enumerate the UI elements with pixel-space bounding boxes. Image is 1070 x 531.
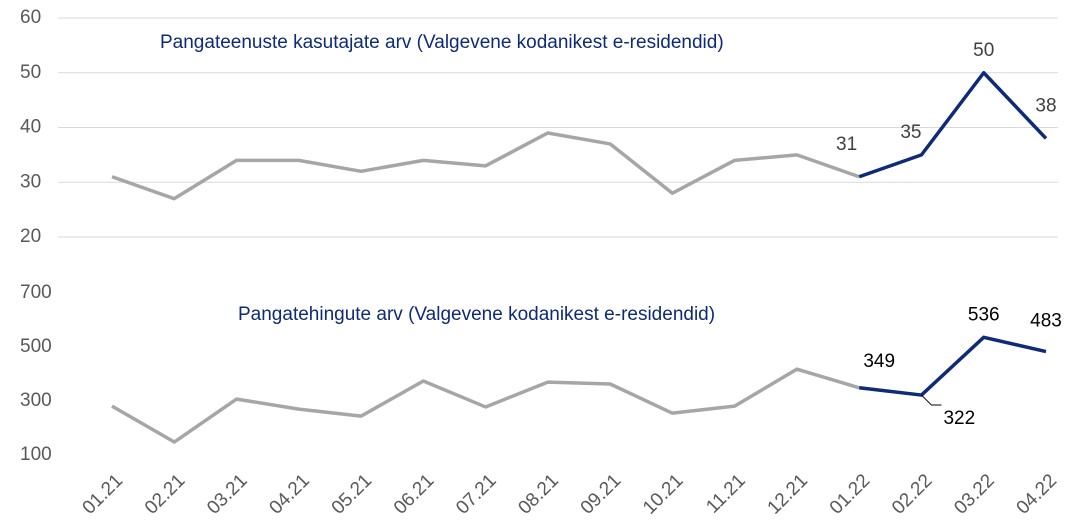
y-tick-label: 50 — [20, 62, 41, 83]
data-line — [858, 71, 1048, 179]
x-tick-label: 07.21 — [452, 470, 500, 518]
x-tick-label: 03.22 — [950, 470, 998, 518]
leader-line — [921, 394, 942, 406]
data-label: 322 — [943, 408, 975, 429]
y-tick-label: 300 — [20, 390, 52, 411]
x-tick-label: 10.21 — [639, 470, 687, 518]
y-tick-label: 60 — [20, 7, 41, 28]
data-line — [858, 335, 1047, 397]
x-tick-label: 02.22 — [888, 470, 936, 518]
y-tick-label: 500 — [20, 336, 52, 357]
x-tick-label: 04.21 — [265, 470, 313, 518]
data-label: 536 — [968, 304, 1000, 325]
data-label: 50 — [973, 40, 994, 61]
x-tick-label: 02.21 — [141, 470, 189, 518]
x-tick-label: 06.21 — [390, 470, 438, 518]
y-tick-label: 30 — [20, 171, 41, 192]
x-tick-label: 11.21 — [702, 470, 749, 517]
x-tick-label: 01.22 — [826, 470, 874, 518]
y-tick-label: 40 — [20, 117, 41, 138]
y-tick-label: 700 — [20, 282, 52, 303]
x-tick-label: 05.21 — [328, 470, 376, 518]
data-label: 31 — [836, 134, 857, 155]
data-label: 483 — [1030, 311, 1062, 332]
chart-title: Pangateenuste kasutajate arv (Valgevene … — [160, 32, 724, 53]
data-line — [111, 367, 860, 444]
chart-title: Pangatehingute arv (Valgevene kodanikest… — [238, 304, 715, 325]
x-tick-label: 01.21 — [79, 470, 127, 518]
data-line — [111, 131, 860, 201]
data-label: 38 — [1035, 95, 1056, 116]
y-tick-label: 100 — [20, 444, 52, 465]
data-label: 35 — [900, 122, 921, 143]
data-label: 349 — [863, 351, 895, 372]
x-tick-label: 03.21 — [203, 470, 251, 518]
y-tick-label: 20 — [20, 226, 41, 247]
x-tick-label: 12.21 — [764, 470, 812, 518]
x-tick-label: 04.22 — [1013, 470, 1061, 518]
x-tick-label: 09.21 — [577, 470, 625, 518]
x-tick-label: 08.21 — [514, 470, 562, 518]
